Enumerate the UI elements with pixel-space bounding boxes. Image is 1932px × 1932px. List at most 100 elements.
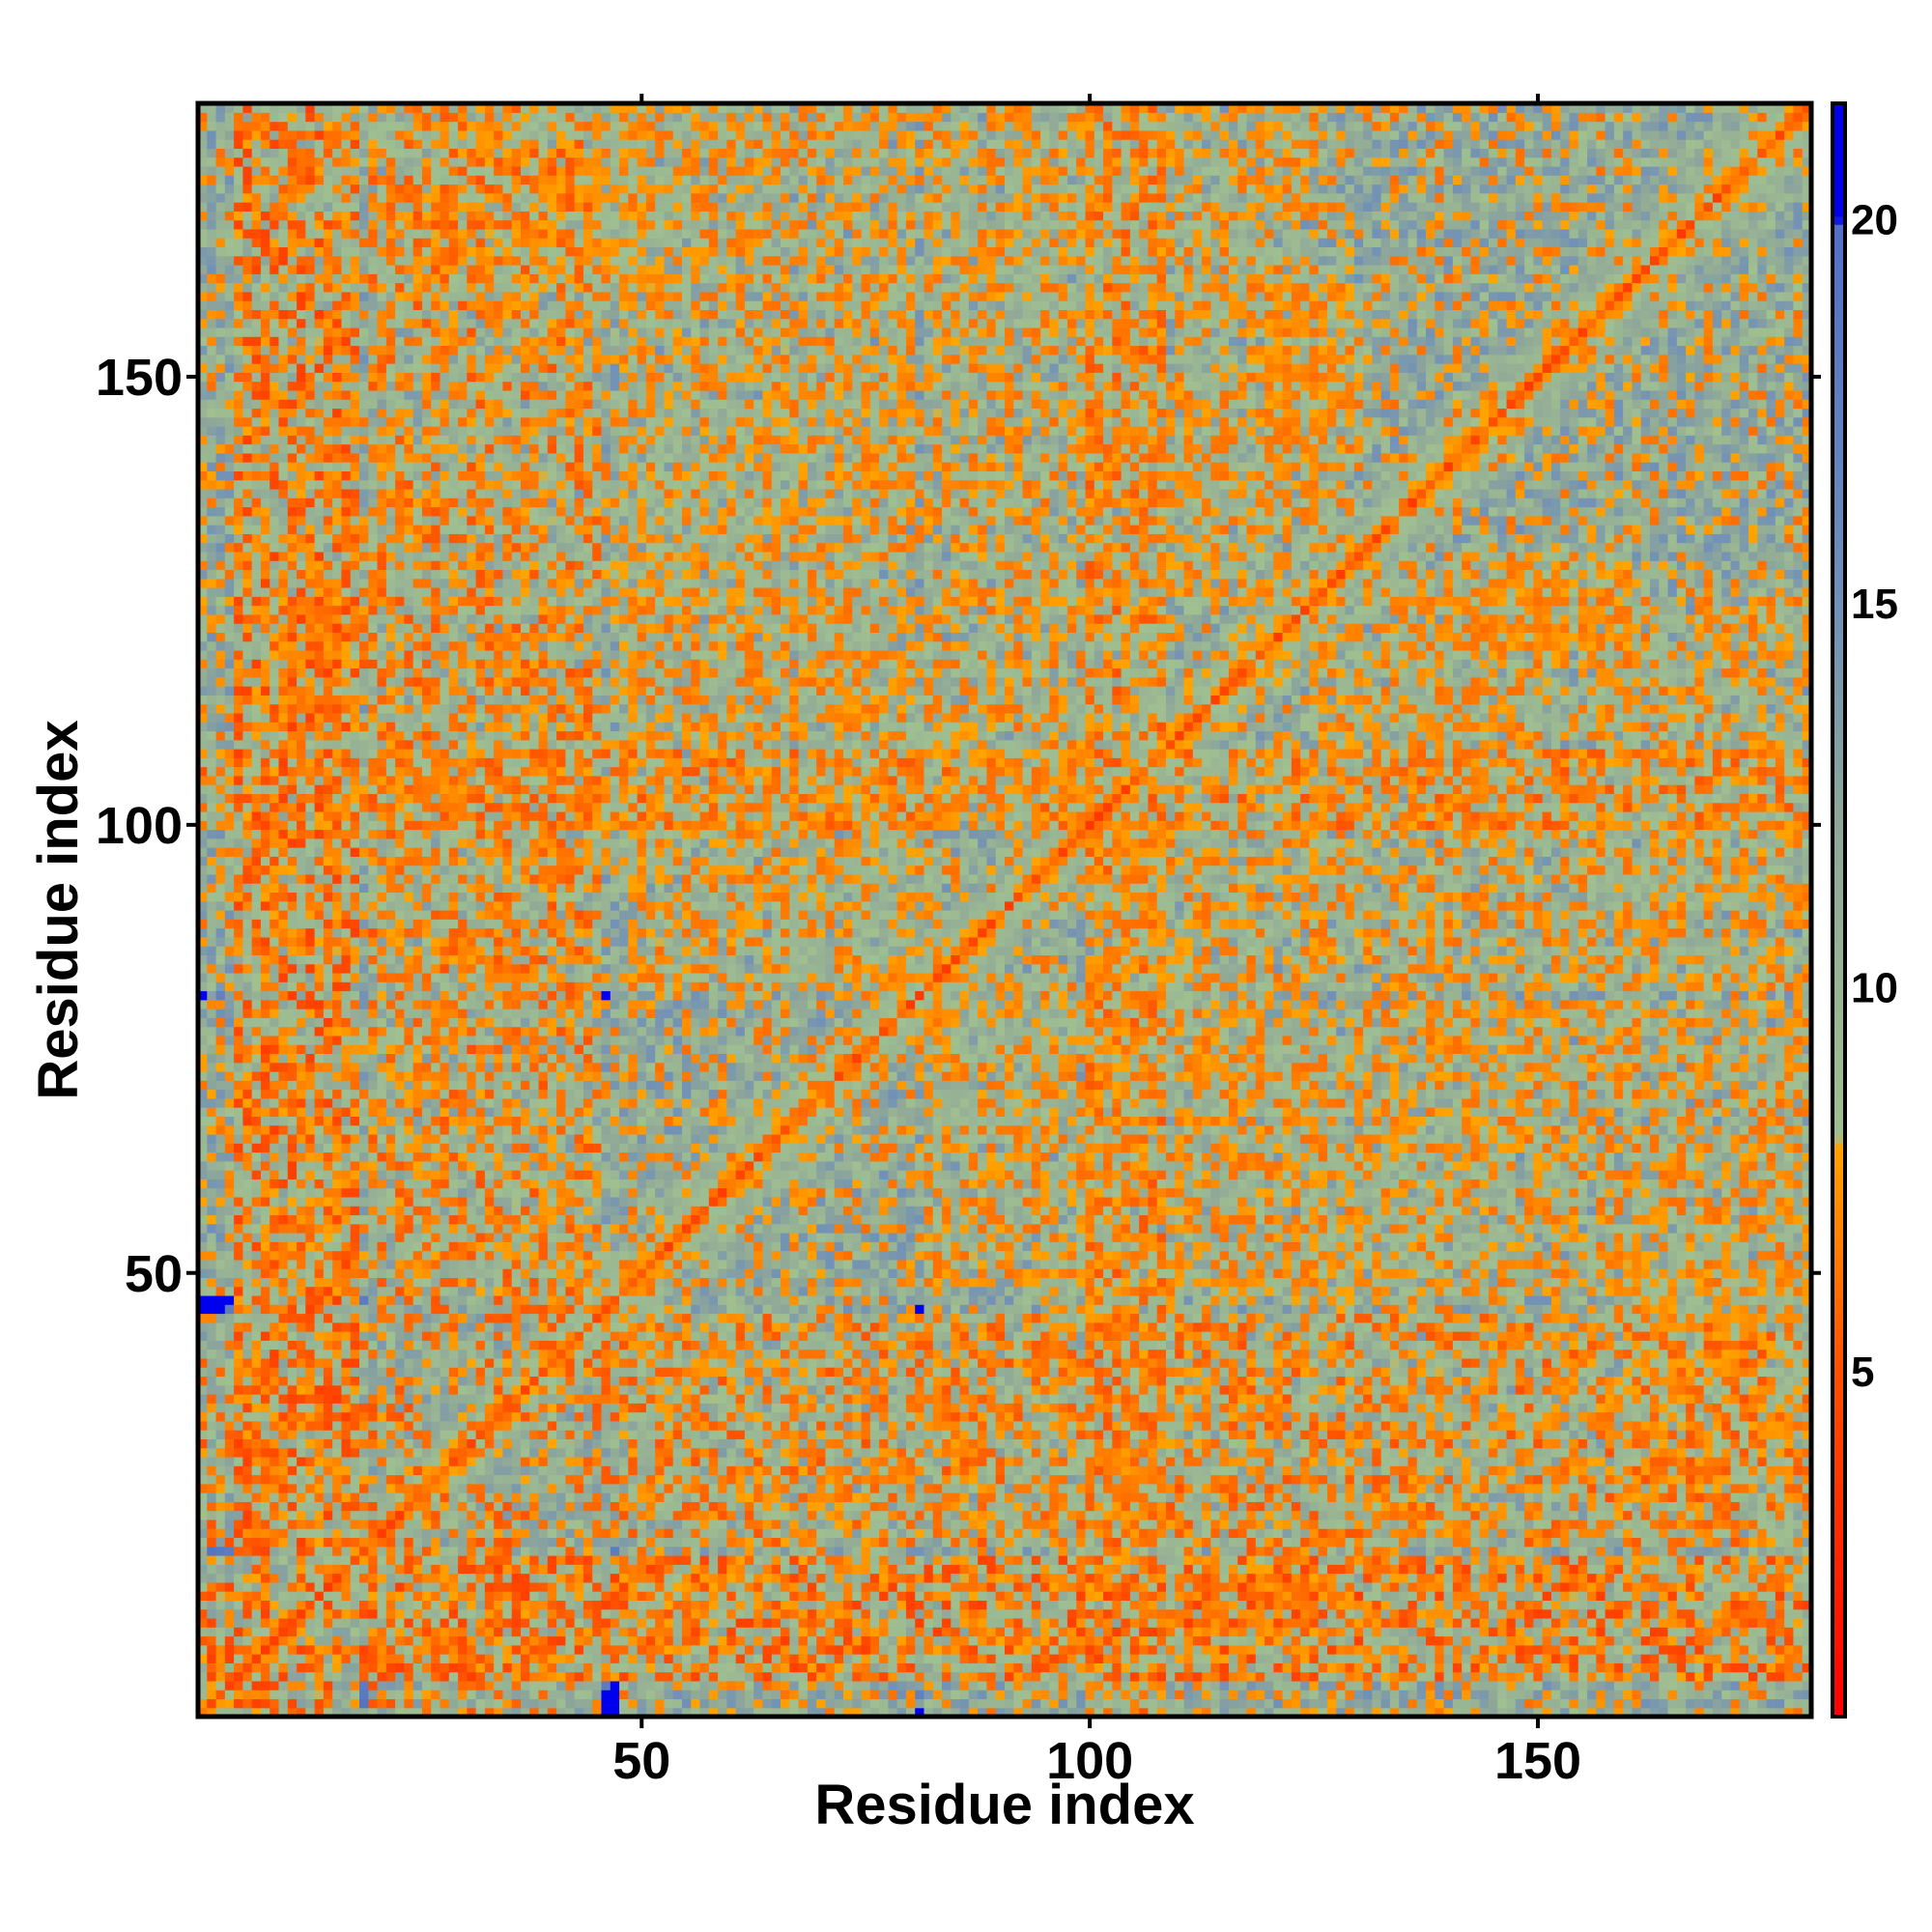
heatmap-cell	[404, 712, 414, 723]
heatmap-cell	[377, 1026, 387, 1037]
heatmap-cell	[287, 632, 298, 642]
heatmap-cell	[260, 990, 270, 1001]
heatmap-cell	[385, 1654, 396, 1663]
heatmap-cell	[297, 686, 306, 696]
heatmap-cell	[251, 1447, 262, 1458]
heatmap-cell	[251, 399, 262, 410]
heatmap-cell	[278, 1151, 289, 1162]
heatmap-cell	[224, 435, 235, 445]
heatmap-cell	[215, 668, 226, 678]
heatmap-cell	[242, 506, 253, 517]
heatmap-cell	[368, 954, 379, 965]
heatmap-cell	[242, 408, 253, 418]
heatmap-cell	[314, 999, 325, 1009]
heatmap-cell	[404, 139, 414, 149]
heatmap-cell	[314, 1053, 325, 1064]
heatmap-cell	[350, 1430, 360, 1439]
heatmap-cell	[323, 1573, 333, 1583]
heatmap-cell	[242, 1009, 253, 1018]
heatmap-cell	[305, 1608, 316, 1619]
heatmap-cell	[224, 291, 235, 301]
heatmap-cell	[377, 363, 387, 373]
heatmap-cell	[305, 856, 316, 867]
heatmap-cell	[242, 1187, 253, 1198]
heatmap-cell	[251, 793, 262, 804]
heatmap-cell	[287, 1654, 298, 1663]
heatmap-cell	[350, 1044, 360, 1055]
heatmap-cell	[385, 1690, 396, 1700]
heatmap-cell	[431, 103, 441, 113]
heatmap-cell	[234, 1089, 243, 1099]
heatmap-cell	[198, 1116, 208, 1126]
heatmap-cell	[314, 1268, 325, 1278]
heatmap-cell	[287, 399, 298, 410]
heatmap-cell	[395, 1286, 405, 1296]
heatmap-cell	[359, 300, 369, 310]
heatmap-cell	[260, 228, 270, 239]
heatmap-cell	[297, 802, 306, 812]
heatmap-cell	[215, 1241, 226, 1252]
heatmap-cell	[395, 613, 405, 624]
heatmap-cell	[350, 873, 360, 884]
heatmap-cell	[359, 1179, 369, 1189]
heatmap-cell	[350, 1456, 360, 1466]
heatmap-cell	[368, 1170, 379, 1179]
heatmap-cell	[297, 1124, 306, 1135]
heatmap-cell	[377, 219, 387, 230]
heatmap-cell	[350, 1053, 360, 1064]
heatmap-cell	[215, 1662, 226, 1673]
heatmap-cell	[224, 1241, 235, 1252]
heatmap-cell	[215, 372, 226, 383]
heatmap-cell	[234, 211, 243, 221]
heatmap-cell	[251, 211, 262, 221]
heatmap-cell	[431, 649, 441, 660]
heatmap-cell	[305, 129, 316, 140]
heatmap-cell	[359, 1483, 369, 1493]
heatmap-cell	[359, 1321, 369, 1332]
heatmap-cell	[341, 1277, 352, 1288]
heatmap-cell	[251, 273, 262, 284]
heatmap-cell	[368, 1671, 379, 1682]
heatmap-cell	[440, 972, 450, 982]
heatmap-cell	[440, 1206, 450, 1216]
heatmap-cell	[270, 1259, 280, 1269]
heatmap-cell	[350, 1268, 360, 1278]
heatmap-cell	[234, 1053, 243, 1064]
heatmap-cell	[270, 112, 280, 123]
heatmap-cell	[385, 1384, 396, 1395]
heatmap-cell	[323, 1223, 333, 1234]
heatmap-cell	[260, 596, 270, 607]
heatmap-cell	[368, 829, 379, 839]
heatmap-cell	[314, 1357, 325, 1368]
heatmap-cell	[234, 954, 243, 965]
heatmap-cell	[404, 1340, 414, 1350]
heatmap-cell	[395, 121, 405, 131]
heatmap-cell	[412, 121, 423, 131]
heatmap-cell	[431, 1062, 441, 1072]
heatmap-cell	[198, 1573, 208, 1583]
heatmap-cell	[368, 927, 379, 938]
heatmap-cell	[395, 1680, 405, 1690]
heatmap-cell	[278, 1206, 289, 1216]
heatmap-cell	[260, 605, 270, 615]
heatmap-cell	[421, 1690, 432, 1700]
heatmap-cell	[421, 1294, 432, 1305]
heatmap-cell	[421, 578, 432, 588]
heatmap-cell	[251, 1528, 262, 1539]
heatmap-cell	[412, 1447, 423, 1458]
heatmap-cell	[421, 255, 432, 266]
heatmap-cell	[305, 533, 316, 544]
heatmap-cell	[421, 1097, 432, 1108]
heatmap-cell	[278, 1313, 289, 1323]
heatmap-cell	[234, 318, 243, 328]
heatmap-cell	[234, 291, 243, 301]
heatmap-cell	[412, 1286, 423, 1296]
heatmap-cell	[359, 1635, 369, 1646]
heatmap-cell	[412, 946, 423, 955]
heatmap-cell	[440, 1133, 450, 1144]
heatmap-cell	[412, 462, 423, 471]
heatmap-cell	[368, 766, 379, 777]
heatmap-cell	[368, 1483, 379, 1493]
heatmap-cell	[332, 211, 343, 221]
heatmap-cell	[260, 1690, 270, 1700]
